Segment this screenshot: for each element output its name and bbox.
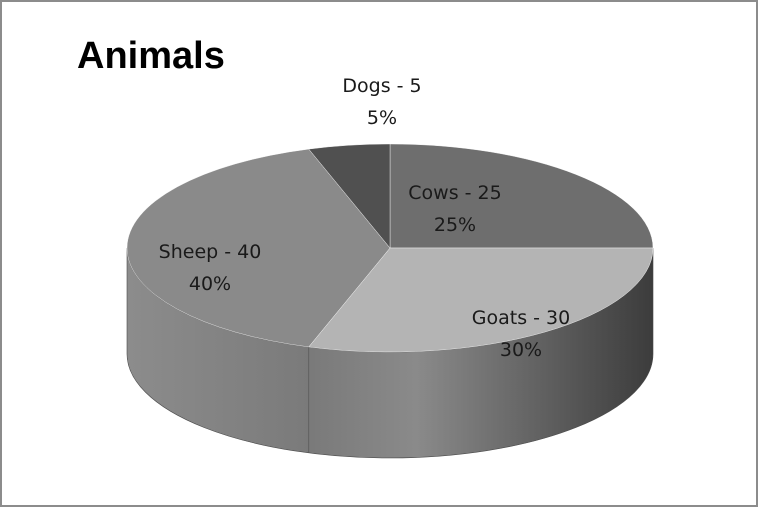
pie-slice-sheep <box>126 148 391 348</box>
percent-label-sheep: 40% <box>189 273 231 295</box>
data-label-dogs: Dogs - 5 <box>342 75 421 97</box>
percent-label-cows: 25% <box>434 214 476 236</box>
data-label-sheep: Sheep - 40 <box>159 241 262 263</box>
pie-labels: Cows - 25 25% Goats - 30 30% Sheep - 40 40% Do… <box>159 75 571 361</box>
chart-title: Animals <box>77 35 225 77</box>
pie-slice-goats <box>308 247 654 353</box>
percent-label-goats: 30% <box>500 339 542 361</box>
pie-slice-dogs <box>308 143 391 249</box>
data-label-cows: Cows - 25 <box>408 182 501 204</box>
pie-slices <box>126 143 654 353</box>
pie-slice-cows <box>389 143 654 249</box>
percent-label-dogs: 5% <box>367 107 397 129</box>
data-label-goats: Goats - 30 <box>472 307 570 329</box>
